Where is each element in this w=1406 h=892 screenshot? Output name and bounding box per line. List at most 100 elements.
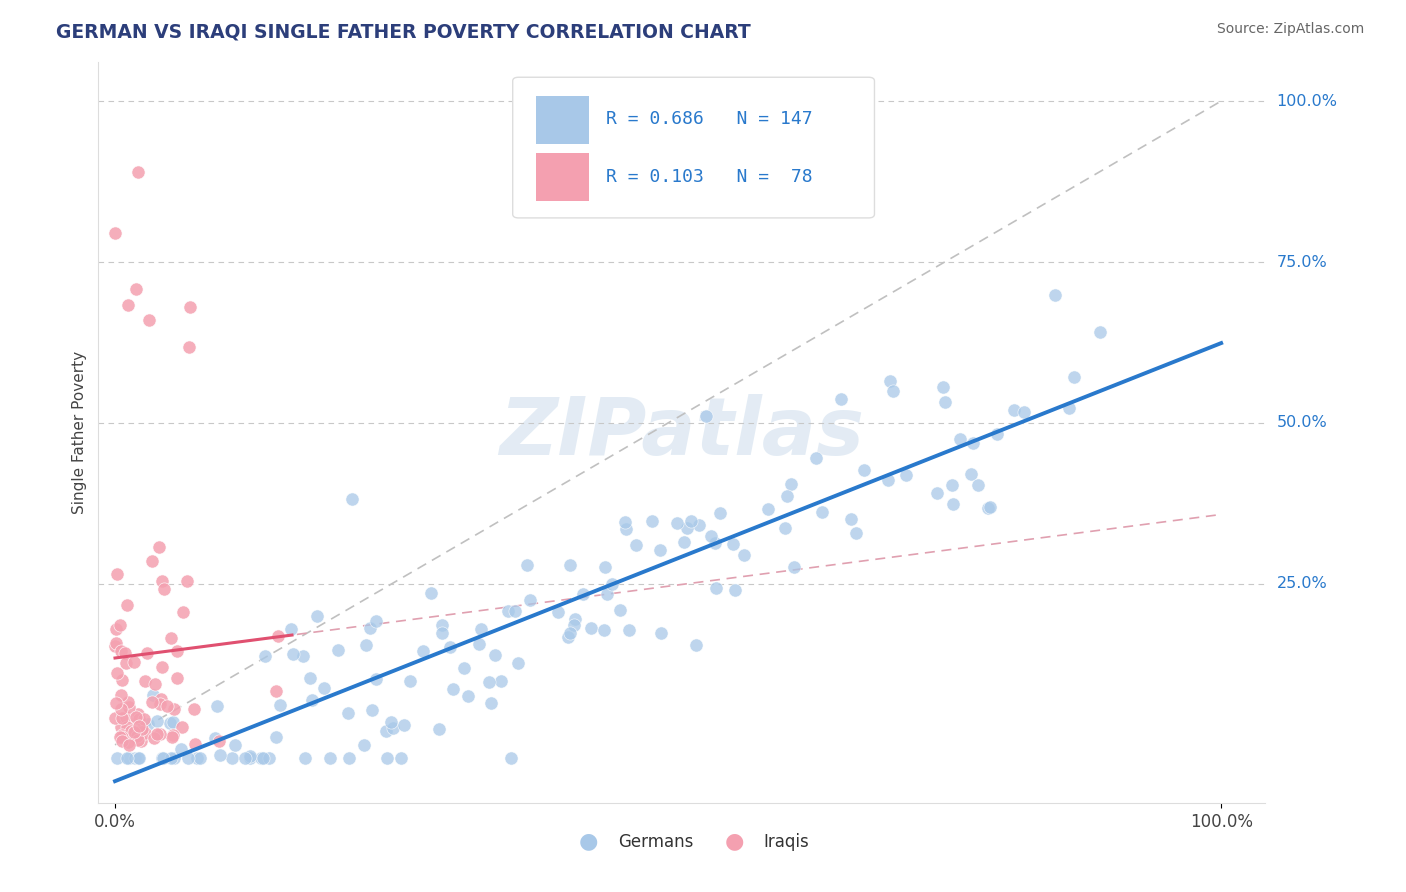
Point	[979, 500, 1001, 514]
Point	[111, 673, 134, 687]
Text: Iraqis: Iraqis	[763, 833, 810, 851]
Point	[146, 727, 169, 741]
Point	[135, 646, 157, 660]
Point	[142, 688, 165, 702]
Point	[650, 543, 672, 558]
Point	[264, 683, 287, 698]
Point	[160, 750, 183, 764]
Point	[110, 688, 132, 702]
Text: Source: ZipAtlas.com: Source: ZipAtlas.com	[1216, 22, 1364, 37]
Point	[624, 539, 647, 553]
Point	[115, 750, 138, 764]
Point	[111, 711, 134, 725]
Point	[170, 742, 193, 756]
Point	[439, 640, 461, 654]
Point	[688, 518, 710, 533]
Point	[149, 697, 172, 711]
Point	[117, 298, 139, 312]
Point	[337, 750, 360, 764]
Point	[152, 582, 174, 596]
Point	[125, 282, 148, 296]
Point	[441, 682, 464, 697]
Point	[152, 750, 174, 764]
Point	[146, 714, 169, 729]
Point	[110, 702, 132, 716]
Point	[208, 747, 231, 762]
FancyBboxPatch shape	[536, 95, 589, 144]
Point	[453, 660, 475, 674]
Point	[111, 733, 134, 747]
Point	[224, 738, 246, 752]
Point	[336, 706, 359, 720]
Point	[166, 672, 188, 686]
Point	[128, 750, 150, 764]
Point	[430, 625, 453, 640]
Point	[733, 548, 755, 562]
Point	[205, 699, 228, 714]
Point	[204, 731, 226, 746]
Point	[366, 614, 388, 628]
Point	[811, 505, 834, 519]
Point	[986, 426, 1008, 441]
Point	[380, 715, 402, 730]
Text: ●: ●	[724, 831, 744, 851]
Point	[879, 374, 901, 388]
Point	[108, 618, 131, 632]
Point	[162, 714, 184, 729]
Point	[150, 750, 173, 764]
Point	[221, 750, 243, 764]
Point	[257, 750, 280, 764]
Point	[470, 622, 492, 636]
Point	[250, 750, 273, 764]
Point	[506, 656, 529, 670]
Point	[131, 734, 153, 748]
Point	[125, 710, 148, 724]
Point	[184, 737, 207, 751]
Point	[105, 750, 128, 764]
Point	[613, 516, 636, 530]
Point	[150, 574, 173, 588]
Point	[125, 729, 148, 743]
Point	[117, 750, 139, 764]
FancyBboxPatch shape	[536, 153, 589, 201]
Point	[359, 622, 381, 636]
Point	[479, 696, 502, 710]
Point	[111, 728, 134, 742]
Point	[756, 502, 779, 516]
Point	[420, 586, 443, 600]
Point	[105, 696, 128, 710]
Point	[110, 720, 132, 734]
Point	[389, 750, 412, 764]
Point	[281, 647, 304, 661]
Point	[806, 451, 828, 466]
Point	[124, 655, 146, 669]
Point	[312, 681, 335, 695]
Point	[721, 537, 744, 551]
Point	[571, 587, 593, 601]
Point	[301, 693, 323, 707]
Point	[115, 720, 138, 734]
Point	[602, 577, 624, 591]
Point	[110, 731, 132, 745]
Point	[159, 715, 181, 730]
Text: ZIPatlas: ZIPatlas	[499, 393, 865, 472]
Point	[134, 726, 156, 740]
Point	[468, 637, 491, 651]
Point	[516, 558, 538, 573]
Point	[876, 473, 898, 487]
Point	[128, 719, 150, 733]
Point	[208, 734, 231, 748]
Point	[353, 738, 375, 752]
Point	[932, 380, 955, 394]
Point	[949, 433, 972, 447]
Point	[114, 656, 136, 670]
Point	[381, 722, 404, 736]
Point	[160, 731, 183, 745]
Point	[394, 717, 416, 731]
Point	[163, 702, 186, 716]
Point	[457, 689, 479, 703]
Point	[233, 750, 256, 764]
Point	[141, 554, 163, 568]
Point	[118, 738, 141, 752]
Point	[115, 710, 138, 724]
